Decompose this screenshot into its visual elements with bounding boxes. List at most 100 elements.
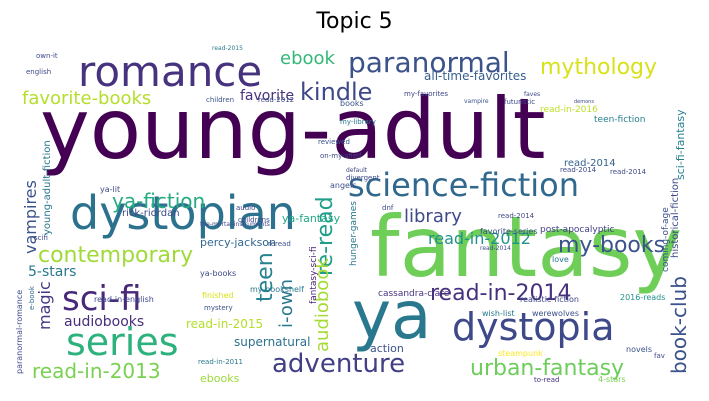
cloud-word: reread (268, 240, 291, 248)
chart-title: Topic 5 (316, 9, 393, 34)
cloud-word: my-bookshelf (250, 285, 304, 294)
cloud-word: ya-fiction (112, 189, 205, 213)
cloud-word: post-apocalyptic (540, 225, 614, 235)
cloud-word: favorite-books (22, 88, 151, 109)
cloud-word: paranormal-romance (15, 290, 24, 374)
cloud-word: book-club (667, 276, 691, 374)
cloud-word: ya (352, 277, 432, 354)
cloud-word: read-2014 (564, 158, 616, 169)
cloud-word: books (340, 99, 364, 108)
cloud-word: read-in-english (94, 295, 154, 304)
cloud-word: own-it (36, 52, 58, 60)
cloud-word: supernatural (234, 335, 310, 349)
cloud-word: mystery (204, 304, 233, 312)
cloud-word: ya-lit (100, 185, 120, 194)
cloud-word: e-book (28, 285, 36, 310)
cloud-word: dystopia (452, 305, 615, 349)
cloud-word: cassandra-clare (378, 289, 450, 299)
cloud-word: read-in-2011 (198, 358, 243, 366)
cloud-word: read-in-2012 (428, 229, 531, 248)
cloud-word: all-time-favorites (424, 69, 526, 83)
cloud-word: audiobooks (64, 314, 144, 330)
cloud-word: romance (78, 47, 262, 96)
cloud-word: read-2015 (212, 45, 243, 52)
cloud-word: children (206, 96, 234, 104)
cloud-word: read-2012 (258, 96, 294, 104)
cloud-word: my-books (558, 233, 665, 258)
cloud-word: divergent (346, 174, 380, 182)
cloud-word: read-2014 (560, 166, 597, 174)
cloud-word: steampunk (498, 349, 543, 358)
cloud-word: series (66, 320, 179, 364)
cloud-word: young-adult-fiction (42, 140, 53, 235)
cloud-word: magic (35, 281, 54, 330)
cloud-word: the-mortal-instruments (200, 221, 270, 228)
cloud-word: vampire (464, 98, 489, 105)
cloud-word: 4-stars (598, 375, 626, 384)
cloud-word: dnf (382, 204, 394, 212)
cloud-word: read-2014 (498, 212, 535, 220)
cloud-word: sci-fi (62, 279, 142, 319)
cloud-word: futuristic (504, 98, 535, 106)
cloud-word: ya-books (200, 269, 236, 278)
cloud-word: 2016-reads (620, 293, 665, 302)
cloud-word: read-in-2013 (32, 359, 161, 383)
cloud-word: i-own (276, 279, 297, 328)
cloud-word: demons (574, 99, 594, 105)
cloud-background (18, 45, 690, 380)
cloud-word: faves (524, 91, 540, 98)
cloud-word: hunger-games (349, 201, 359, 266)
cloud-word: sci-fi-fantasy (674, 109, 687, 180)
cloud-word: my-library (340, 118, 376, 126)
cloud-word: read-2014 (610, 168, 647, 176)
cloud-word: rick-riordan (122, 208, 180, 219)
cloud-word: fav (654, 352, 665, 360)
cloud-word: audio (236, 204, 255, 212)
cloud-word: paranormal (348, 46, 510, 79)
cloud-word: reviewed (318, 138, 350, 146)
cloud-word: teen (253, 252, 278, 302)
cloud-word: english (26, 68, 51, 76)
cloud-word: angels (330, 181, 356, 190)
cloud-word: library (404, 206, 462, 227)
cloud-word: fantasy-sci-fi (309, 246, 319, 304)
cloud-word: default (346, 167, 368, 174)
cloud-word: realistic-fiction (520, 295, 579, 304)
cloud-word: science-fiction (348, 166, 579, 204)
cloud-word: urban-fantasy (470, 356, 624, 381)
cloud-word: dystopian (70, 186, 296, 240)
cloud-word: wish-list (482, 309, 515, 318)
cloud-word: favorite-series (480, 227, 538, 236)
cloud-word: read-in-2015 (186, 317, 263, 331)
cloud-word: audiobook (312, 258, 333, 352)
cloud-word: read-in-2014 (430, 281, 571, 306)
cloud-word: action (370, 342, 404, 355)
cloud-word: coming-of-age (661, 207, 671, 272)
cloud-word: percy-jackson (200, 236, 276, 249)
cloud-word: vampires (21, 180, 40, 254)
cloud-word: love (552, 255, 569, 264)
cloud-word: contemporary (38, 243, 193, 268)
cloud-word: kindle (300, 78, 372, 106)
cloud-word: read-in-2016 (540, 105, 598, 115)
cloud-word: novels (626, 345, 652, 354)
cloud-word: adventure (272, 349, 405, 379)
cloud-word: read-2014 (480, 245, 511, 252)
cloud-word: scifi (34, 234, 48, 242)
cloud-word: mythology (540, 55, 657, 80)
cloud-word: ya-fantasy (282, 212, 341, 225)
cloud-word: favorite (240, 88, 294, 104)
cloud-word: re-read (313, 196, 338, 276)
cloud-word: fantasy (370, 198, 682, 296)
cloud-word: ebook (280, 48, 336, 69)
cloud-word: my-favorites (404, 90, 448, 98)
cloud-word: 5-stars (28, 264, 76, 280)
cloud-word: finished (202, 291, 234, 300)
cloud-word: werewolves (532, 309, 579, 318)
cloud-word: ebooks (200, 372, 240, 385)
cloud-word: to-read (534, 376, 559, 384)
cloud-word: on-my-shelf (320, 152, 362, 160)
cloud-word: childrens (238, 216, 270, 224)
cloud-word: historical-fiction (670, 178, 681, 258)
